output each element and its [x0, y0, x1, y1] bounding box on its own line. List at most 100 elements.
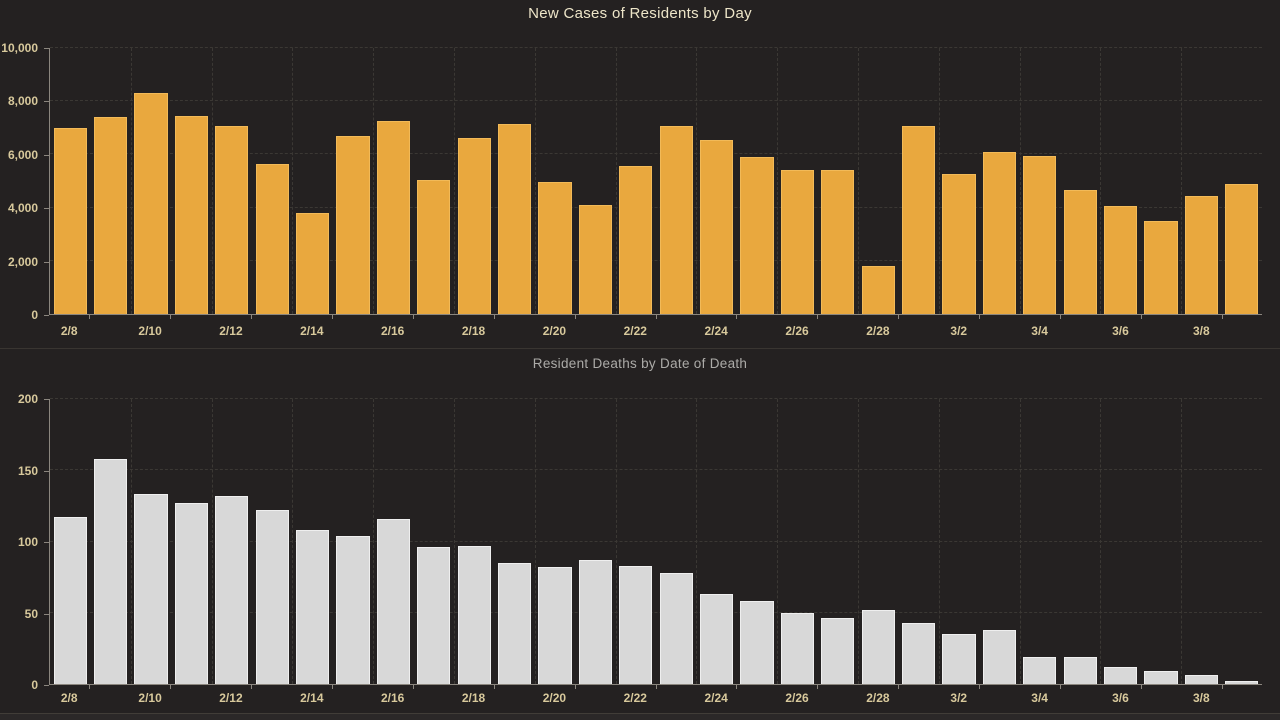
bar-2-21[interactable] [578, 560, 612, 684]
x-tick-label: 3/8 [1193, 324, 1210, 338]
bar-2-24[interactable] [700, 594, 734, 684]
bar-slot [373, 399, 413, 684]
bar-2-20[interactable] [538, 567, 572, 684]
new-cases-chart-panel: New Cases of Residents by Day 0 2,000 4,00… [0, 0, 1280, 348]
bar-slot [1060, 48, 1100, 314]
bar-3-5[interactable] [1063, 190, 1097, 314]
bar-3-1[interactable] [902, 126, 936, 314]
v-gridline [373, 48, 375, 314]
x-tick [736, 315, 738, 319]
bar-2-17[interactable] [417, 547, 451, 684]
h-gridline [50, 398, 1262, 399]
bar-2-12[interactable] [215, 126, 249, 314]
bar-2-12[interactable] [215, 495, 249, 684]
bar-2-24[interactable] [700, 139, 734, 314]
bar-slot [454, 48, 494, 314]
bar-slot [494, 399, 534, 684]
bar-2-19[interactable] [498, 123, 532, 314]
bar-3-6[interactable] [1104, 666, 1138, 684]
bar-3-4[interactable] [1023, 155, 1057, 314]
bar-2-28[interactable] [861, 266, 895, 314]
h-gridline [50, 611, 1262, 613]
x-tick [251, 315, 253, 319]
bar-3-3[interactable] [982, 151, 1016, 314]
bar-3-4[interactable] [1023, 656, 1057, 684]
bar-3-7[interactable] [1144, 220, 1178, 314]
x-tick-label: 2/24 [704, 324, 728, 338]
bar-slot [979, 399, 1019, 684]
x-tick [412, 315, 414, 319]
deaths-chart-title: Resident Deaths by Date of Death [532, 356, 748, 371]
bar-2-23[interactable] [659, 572, 693, 684]
bar-slot [50, 399, 90, 684]
y-tick-label: 0 [31, 308, 38, 322]
bar-slot [1222, 399, 1262, 684]
x-tick [817, 315, 819, 319]
bar-2-17[interactable] [417, 179, 451, 314]
bar-2-16[interactable] [376, 518, 410, 684]
bar-2-8[interactable] [53, 517, 87, 684]
bar-slot [414, 399, 454, 684]
bar-3-2[interactable] [942, 634, 976, 684]
bar-2-27[interactable] [821, 618, 855, 684]
bar-slot [1141, 399, 1181, 684]
bar-slot [171, 399, 211, 684]
bar-2-19[interactable] [498, 562, 532, 684]
v-gridline [777, 399, 779, 684]
bar-3-8[interactable] [1184, 675, 1218, 684]
bar-2-16[interactable] [376, 121, 410, 314]
bar-3-8[interactable] [1184, 195, 1218, 314]
v-gridline [211, 48, 213, 314]
bar-3-6[interactable] [1104, 206, 1138, 314]
bar-2-13[interactable] [255, 163, 289, 314]
bar-3-9[interactable] [1225, 681, 1259, 684]
h-gridline [50, 469, 1262, 471]
bar-3-9[interactable] [1225, 183, 1259, 314]
bar-3-2[interactable] [942, 174, 976, 314]
y-tick-label: 8,000 [7, 94, 38, 109]
bar-slot [979, 48, 1019, 314]
bar-2-25[interactable] [740, 601, 774, 684]
x-tick-label: 2/16 [380, 691, 405, 705]
bar-2-22[interactable] [619, 565, 653, 684]
bar-2-21[interactable] [578, 204, 612, 314]
bar-2-13[interactable] [255, 510, 289, 684]
y-tick [44, 613, 49, 615]
bar-2-23[interactable] [659, 126, 693, 314]
bar-2-10[interactable] [134, 494, 168, 684]
bar-slot [252, 48, 292, 314]
bar-2-18[interactable] [457, 138, 491, 314]
bar-2-15[interactable] [336, 535, 370, 684]
bar-2-26[interactable] [780, 170, 814, 314]
x-tick-label: 2/20 [542, 691, 567, 705]
bar-3-7[interactable] [1144, 671, 1178, 684]
bar-2-18[interactable] [457, 545, 491, 684]
bar-2-26[interactable] [780, 612, 814, 684]
x-tick-label: 2/14 [300, 324, 324, 338]
bar-2-8[interactable] [53, 127, 87, 314]
bar-2-15[interactable] [336, 135, 370, 314]
bar-2-20[interactable] [538, 182, 572, 314]
x-tick-label: 3/2 [950, 324, 968, 338]
bar-3-1[interactable] [902, 622, 936, 684]
y-tick-label: 10,000 [1, 41, 38, 55]
bar-2-28[interactable] [861, 609, 895, 684]
bar-2-27[interactable] [821, 170, 855, 314]
bar-2-25[interactable] [740, 157, 774, 314]
bar-2-10[interactable] [134, 93, 168, 314]
bar-3-5[interactable] [1063, 656, 1097, 684]
x-tick-label: 2/18 [461, 324, 486, 338]
bar-2-22[interactable] [619, 166, 653, 314]
x-tick [655, 685, 657, 689]
bar-2-9[interactable] [94, 117, 128, 314]
bar-slot [898, 48, 938, 314]
bar-3-3[interactable] [982, 629, 1016, 684]
bar-2-14[interactable] [296, 530, 330, 684]
x-tick-label: 3/6 [1112, 324, 1129, 338]
bar-2-11[interactable] [174, 503, 208, 684]
bar-slot [858, 399, 898, 684]
bar-2-14[interactable] [296, 212, 330, 314]
bar-2-9[interactable] [94, 458, 128, 684]
x-tick [817, 685, 819, 689]
bar-2-11[interactable] [174, 115, 208, 314]
